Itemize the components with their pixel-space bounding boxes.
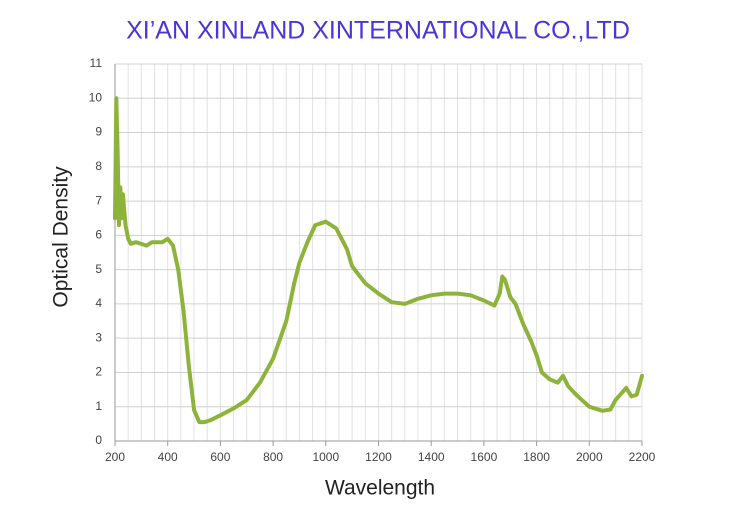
data-line	[113, 96, 644, 425]
y-tick-label: 9	[95, 125, 102, 139]
y-tick-label: 1	[95, 399, 102, 413]
x-tick-label: 200	[105, 450, 125, 464]
y-tick-label: 6	[95, 228, 102, 242]
x-tick-label: 800	[263, 450, 283, 464]
x-tick-label: 1000	[312, 450, 339, 464]
y-tick-label: 11	[90, 56, 103, 70]
y-tick-label: 2	[95, 365, 102, 379]
y-tick-label: 10	[89, 90, 103, 104]
y-tick-label: 7	[95, 193, 102, 207]
x-tick-label: 1400	[418, 450, 445, 464]
x-tick-label: 2000	[576, 450, 603, 464]
chart-title: XI’AN XINLAND XINTERNATIONAL CO.,LTD	[126, 17, 630, 45]
x-tick-label: 1800	[523, 450, 550, 464]
x-axis-label: Wavelength	[325, 477, 435, 500]
x-tick-label: 1600	[471, 450, 498, 464]
y-tick-label: 4	[95, 296, 102, 310]
y-tick-label: 3	[95, 330, 102, 344]
x-tick-label: 400	[158, 450, 178, 464]
y-tick-label: 0	[95, 433, 102, 447]
y-tick-label: 8	[95, 159, 102, 173]
x-tick-label: 2200	[629, 450, 656, 464]
y-tick-label: 5	[95, 262, 102, 276]
x-tick-label: 600	[210, 450, 230, 464]
y-axis-label: Optical Density	[50, 166, 73, 308]
x-tick-label: 1200	[365, 450, 392, 464]
